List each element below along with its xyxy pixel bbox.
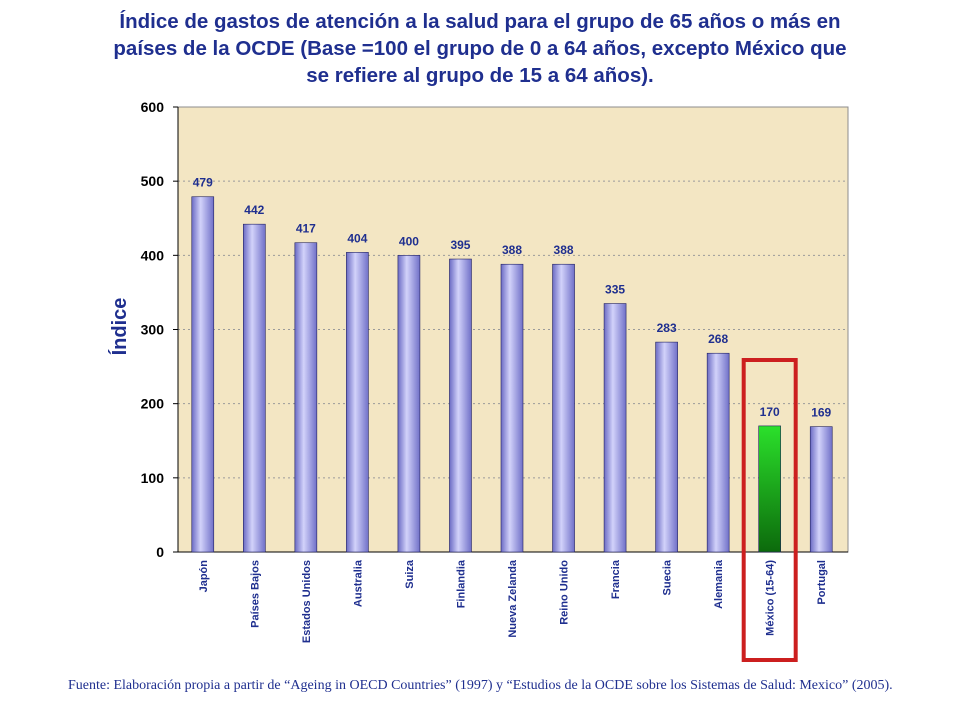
y-tick-label: 500 [141, 173, 165, 189]
data-label: 169 [811, 406, 831, 420]
category-label: México (15-64) [765, 560, 777, 636]
category-label: Nueva Zelanda [507, 559, 519, 638]
highlight-box [741, 358, 798, 662]
y-axis-title: Índice [108, 298, 131, 356]
data-label: 417 [296, 222, 316, 236]
bar-chart: 0 100 200 300 400 500 600 Índice 479 442 417 404 40… [108, 99, 849, 662]
data-label: 479 [193, 176, 213, 190]
data-label: 335 [605, 283, 625, 297]
y-tick-label: 400 [141, 247, 165, 263]
bar [758, 425, 781, 553]
category-label: Estados Unidos [301, 560, 313, 643]
category-label: Reino Unido [559, 560, 571, 625]
bar [294, 242, 318, 553]
bar [706, 352, 730, 553]
bar [809, 426, 833, 553]
y-tick-label: 300 [141, 322, 165, 338]
y-tick-label: 100 [141, 470, 165, 486]
category-label: Japón [198, 560, 210, 593]
chart-title: Índice de gastos de atención a la salud … [40, 8, 920, 89]
bars: 479 442 417 404 400 395 388 388 335 283 268 170 169 [191, 176, 833, 662]
bar [243, 223, 266, 553]
bar [500, 263, 524, 553]
data-label: 388 [554, 243, 574, 257]
data-label: 170 [760, 405, 780, 419]
bar [191, 196, 215, 553]
title-line-1: Índice de gastos de atención a la salud … [119, 10, 841, 33]
data-label: 395 [450, 238, 470, 252]
data-label: 442 [244, 203, 264, 217]
bar [346, 252, 369, 553]
y-tick-label: 0 [156, 544, 164, 560]
category-label: Alemania [713, 559, 725, 609]
category-label: Portugal [816, 560, 828, 605]
bar [397, 255, 421, 553]
bar [552, 263, 575, 553]
data-label: 388 [502, 243, 522, 257]
title-line-2: países de la OCDE (Base =100 el grupo de… [113, 37, 847, 60]
category-label: Suiza [404, 559, 416, 589]
y-tick-label: 200 [141, 396, 165, 412]
source-note: Fuente: Elaboración propia a partir de “… [68, 678, 893, 693]
category-label: Finlandia [455, 559, 467, 608]
x-axis-labels: Japón Países Bajos Estados Unidos Australia… [198, 559, 828, 643]
y-tick-label: 600 [141, 99, 165, 115]
category-label: Australia [352, 559, 364, 607]
title-line-3: se refiere al grupo de 15 a 64 años). [306, 64, 654, 87]
bar [449, 258, 472, 553]
category-label: Suecia [662, 559, 674, 595]
category-label: Francia [610, 559, 622, 599]
data-label: 400 [399, 234, 419, 248]
y-axis: 0 100 200 300 400 500 600 Índice [108, 99, 848, 560]
bar [603, 303, 627, 553]
data-label: 283 [657, 321, 677, 335]
bar [655, 341, 678, 553]
data-label: 268 [708, 332, 728, 346]
category-label: Países Bajos [249, 560, 261, 628]
data-label: 404 [347, 231, 367, 245]
